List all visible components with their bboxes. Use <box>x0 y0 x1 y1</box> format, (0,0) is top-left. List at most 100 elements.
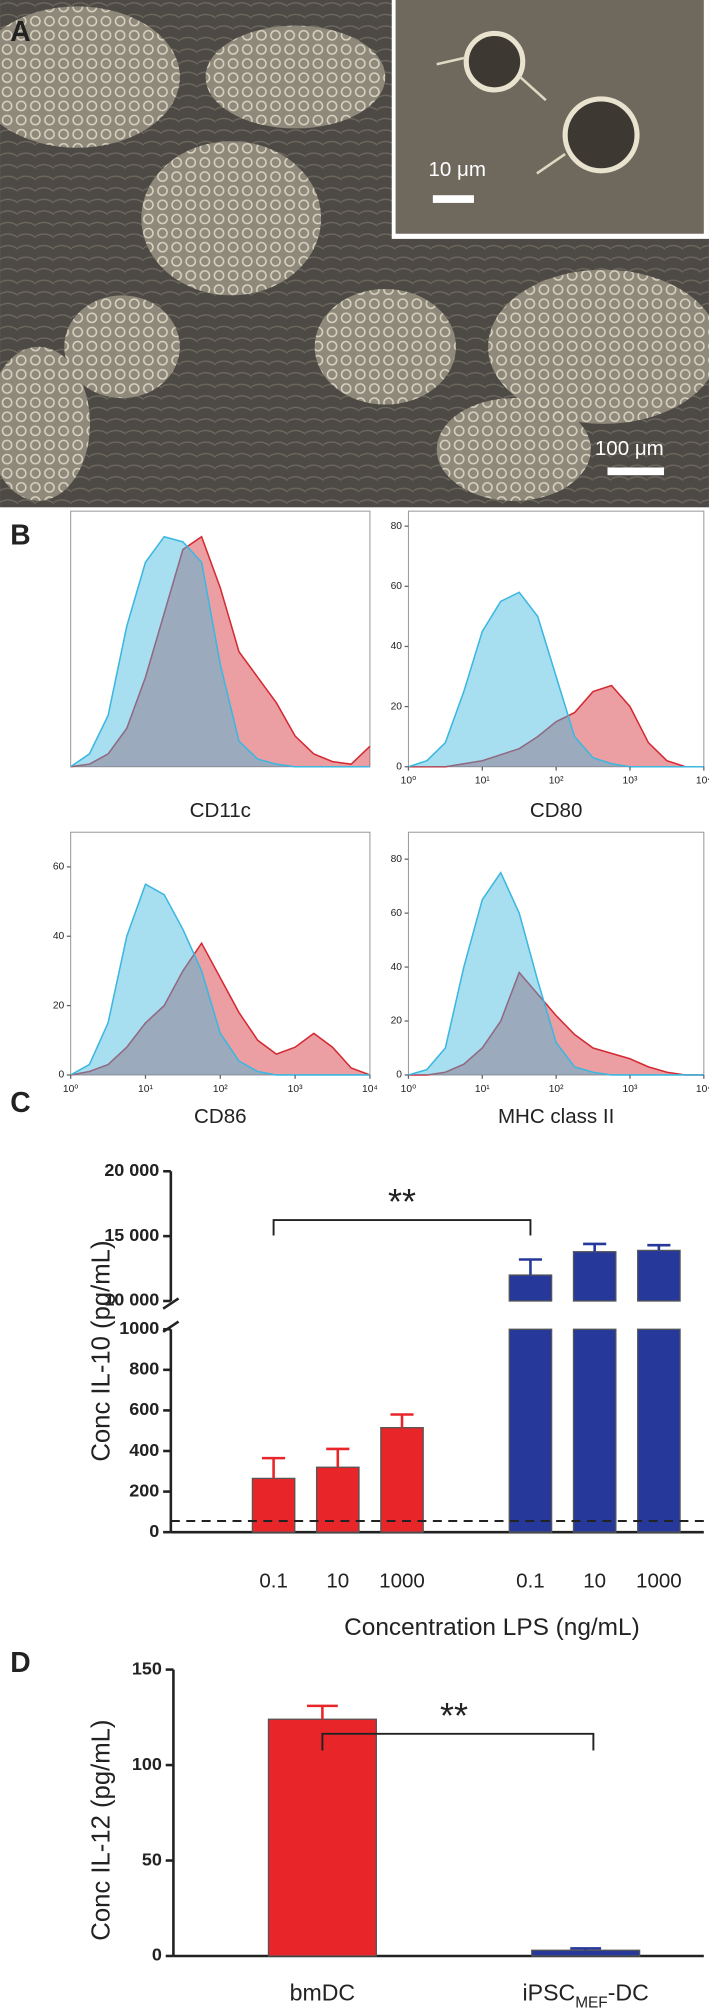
histogram-area <box>70 536 370 767</box>
error-bar <box>262 1456 286 1479</box>
x-tick-label: iPSCMEF-DC <box>523 1980 649 2008</box>
x-tick-label: 10³ <box>623 1084 638 1095</box>
x-tick-label: 10⁰ <box>401 1084 417 1095</box>
x-tick-label: 0.1 <box>516 1570 545 1593</box>
histogram-line <box>70 535 371 768</box>
y-tick-label: 40 <box>391 962 403 973</box>
y-tick-label: 20 <box>391 701 403 712</box>
x-tick-label: 10 <box>326 1570 349 1593</box>
histogram-line <box>70 535 370 768</box>
bar <box>508 1328 553 1533</box>
panel-label: B <box>10 518 30 550</box>
y-tick-label: 200 <box>129 1480 159 1500</box>
y-tick-label: 10 000 <box>104 1290 159 1310</box>
y-tick-label: 50 <box>142 1849 162 1869</box>
bar <box>572 1251 617 1302</box>
x-tick-label: 10³ <box>288 1084 303 1095</box>
histogram-area <box>70 884 370 1075</box>
histogram-line <box>408 871 704 1076</box>
x-tick-label: 10² <box>549 776 564 787</box>
scale-label: 100 μm <box>595 437 664 460</box>
label-part: bmDC <box>290 1980 355 2006</box>
panel-label: A <box>10 15 30 47</box>
label-part: iPSC <box>523 1980 576 2006</box>
x-tick-label: 0.1 <box>259 1570 288 1593</box>
histogram-line <box>408 970 704 1076</box>
histogram-area <box>408 972 704 1075</box>
x-tick-label: 10⁴ <box>696 776 709 787</box>
axis-break <box>162 1297 180 1333</box>
bar <box>380 1427 424 1533</box>
y-tick-label: 20 000 <box>104 1160 159 1180</box>
y-tick-label: 0 <box>396 1070 402 1081</box>
error-bar <box>390 1413 414 1428</box>
y-tick-label: 80 <box>391 854 403 865</box>
x-tick-label: 10⁴ <box>696 1084 709 1095</box>
y-axis-label: Conc IL-12 (pg/mL) <box>88 1720 116 1941</box>
x-axis-label: MHC class II <box>498 1105 614 1128</box>
bar <box>315 1466 360 1533</box>
y-tick-label: 60 <box>53 862 65 873</box>
bar <box>637 1249 681 1302</box>
x-tick-label: 10 <box>583 1570 606 1593</box>
error-bar <box>583 1242 607 1252</box>
scale-label: 10 μm <box>429 158 486 181</box>
x-tick-label: 1000 <box>636 1570 682 1593</box>
micrograph: 10 μm 100 μm <box>0 0 709 508</box>
bar <box>508 1274 553 1302</box>
y-tick-label: 80 <box>391 521 403 532</box>
y-tick-label: 100 <box>132 1754 162 1774</box>
y-tick-label: 0 <box>396 761 402 772</box>
significance-bracket <box>272 1219 532 1236</box>
error-bar <box>326 1447 350 1468</box>
histogram-line <box>408 684 704 768</box>
x-axis-label: CD80 <box>530 799 582 822</box>
error-bar <box>518 1258 543 1276</box>
histogram-area <box>70 943 370 1075</box>
x-tick-label: 10² <box>213 1084 228 1095</box>
x-tick-label: 10⁰ <box>401 776 417 787</box>
significance-label: ** <box>388 1181 416 1222</box>
bar <box>531 1949 641 1957</box>
bar <box>267 1718 377 1957</box>
plot-frame <box>70 510 371 768</box>
bar <box>251 1477 296 1533</box>
histogram-line <box>70 941 371 1076</box>
y-tick-label: 400 <box>129 1440 159 1460</box>
y-tick-label: 0 <box>59 1070 65 1081</box>
y-tick-label: 40 <box>391 641 403 652</box>
y-tick-label: 0 <box>152 1945 162 1965</box>
bar <box>572 1328 617 1533</box>
histogram-area <box>408 685 704 767</box>
label-part: -DC <box>608 1980 649 2006</box>
panel-label: C <box>10 1086 30 1118</box>
x-axis-label: CD11c <box>190 799 251 822</box>
y-tick-label: 150 <box>132 1658 162 1678</box>
significance-label: ** <box>440 1695 468 1736</box>
y-tick-label: 20 <box>53 1000 65 1011</box>
x-tick-label: 10¹ <box>475 1084 490 1095</box>
y-tick-label: 60 <box>391 581 403 592</box>
y-tick-label: 40 <box>53 931 65 942</box>
x-tick-label: 10¹ <box>475 776 490 787</box>
x-axis-label: CD86 <box>194 1105 247 1128</box>
error-bar <box>306 1704 338 1720</box>
y-tick-label: 1000 <box>119 1318 159 1338</box>
x-tick-label: 10¹ <box>138 1084 153 1095</box>
x-axis-label: Concentration LPS (ng/mL) <box>344 1614 640 1641</box>
histogram-line <box>408 591 704 768</box>
significance-bracket <box>321 1732 595 1751</box>
bar <box>637 1328 681 1533</box>
x-tick-label: 10⁰ <box>63 1084 79 1095</box>
histogram-line <box>70 883 370 1076</box>
y-tick-label: 600 <box>129 1399 159 1419</box>
label-part: MEF <box>575 1994 608 2008</box>
x-tick-label: 10⁴ <box>362 1084 378 1095</box>
x-tick-label: 10³ <box>623 776 638 787</box>
error-bar <box>647 1243 671 1251</box>
histogram-area <box>408 592 704 767</box>
y-tick-label: 15 000 <box>104 1225 159 1245</box>
x-tick-label: bmDC <box>290 1980 355 2006</box>
x-tick-label: 1000 <box>379 1570 425 1593</box>
